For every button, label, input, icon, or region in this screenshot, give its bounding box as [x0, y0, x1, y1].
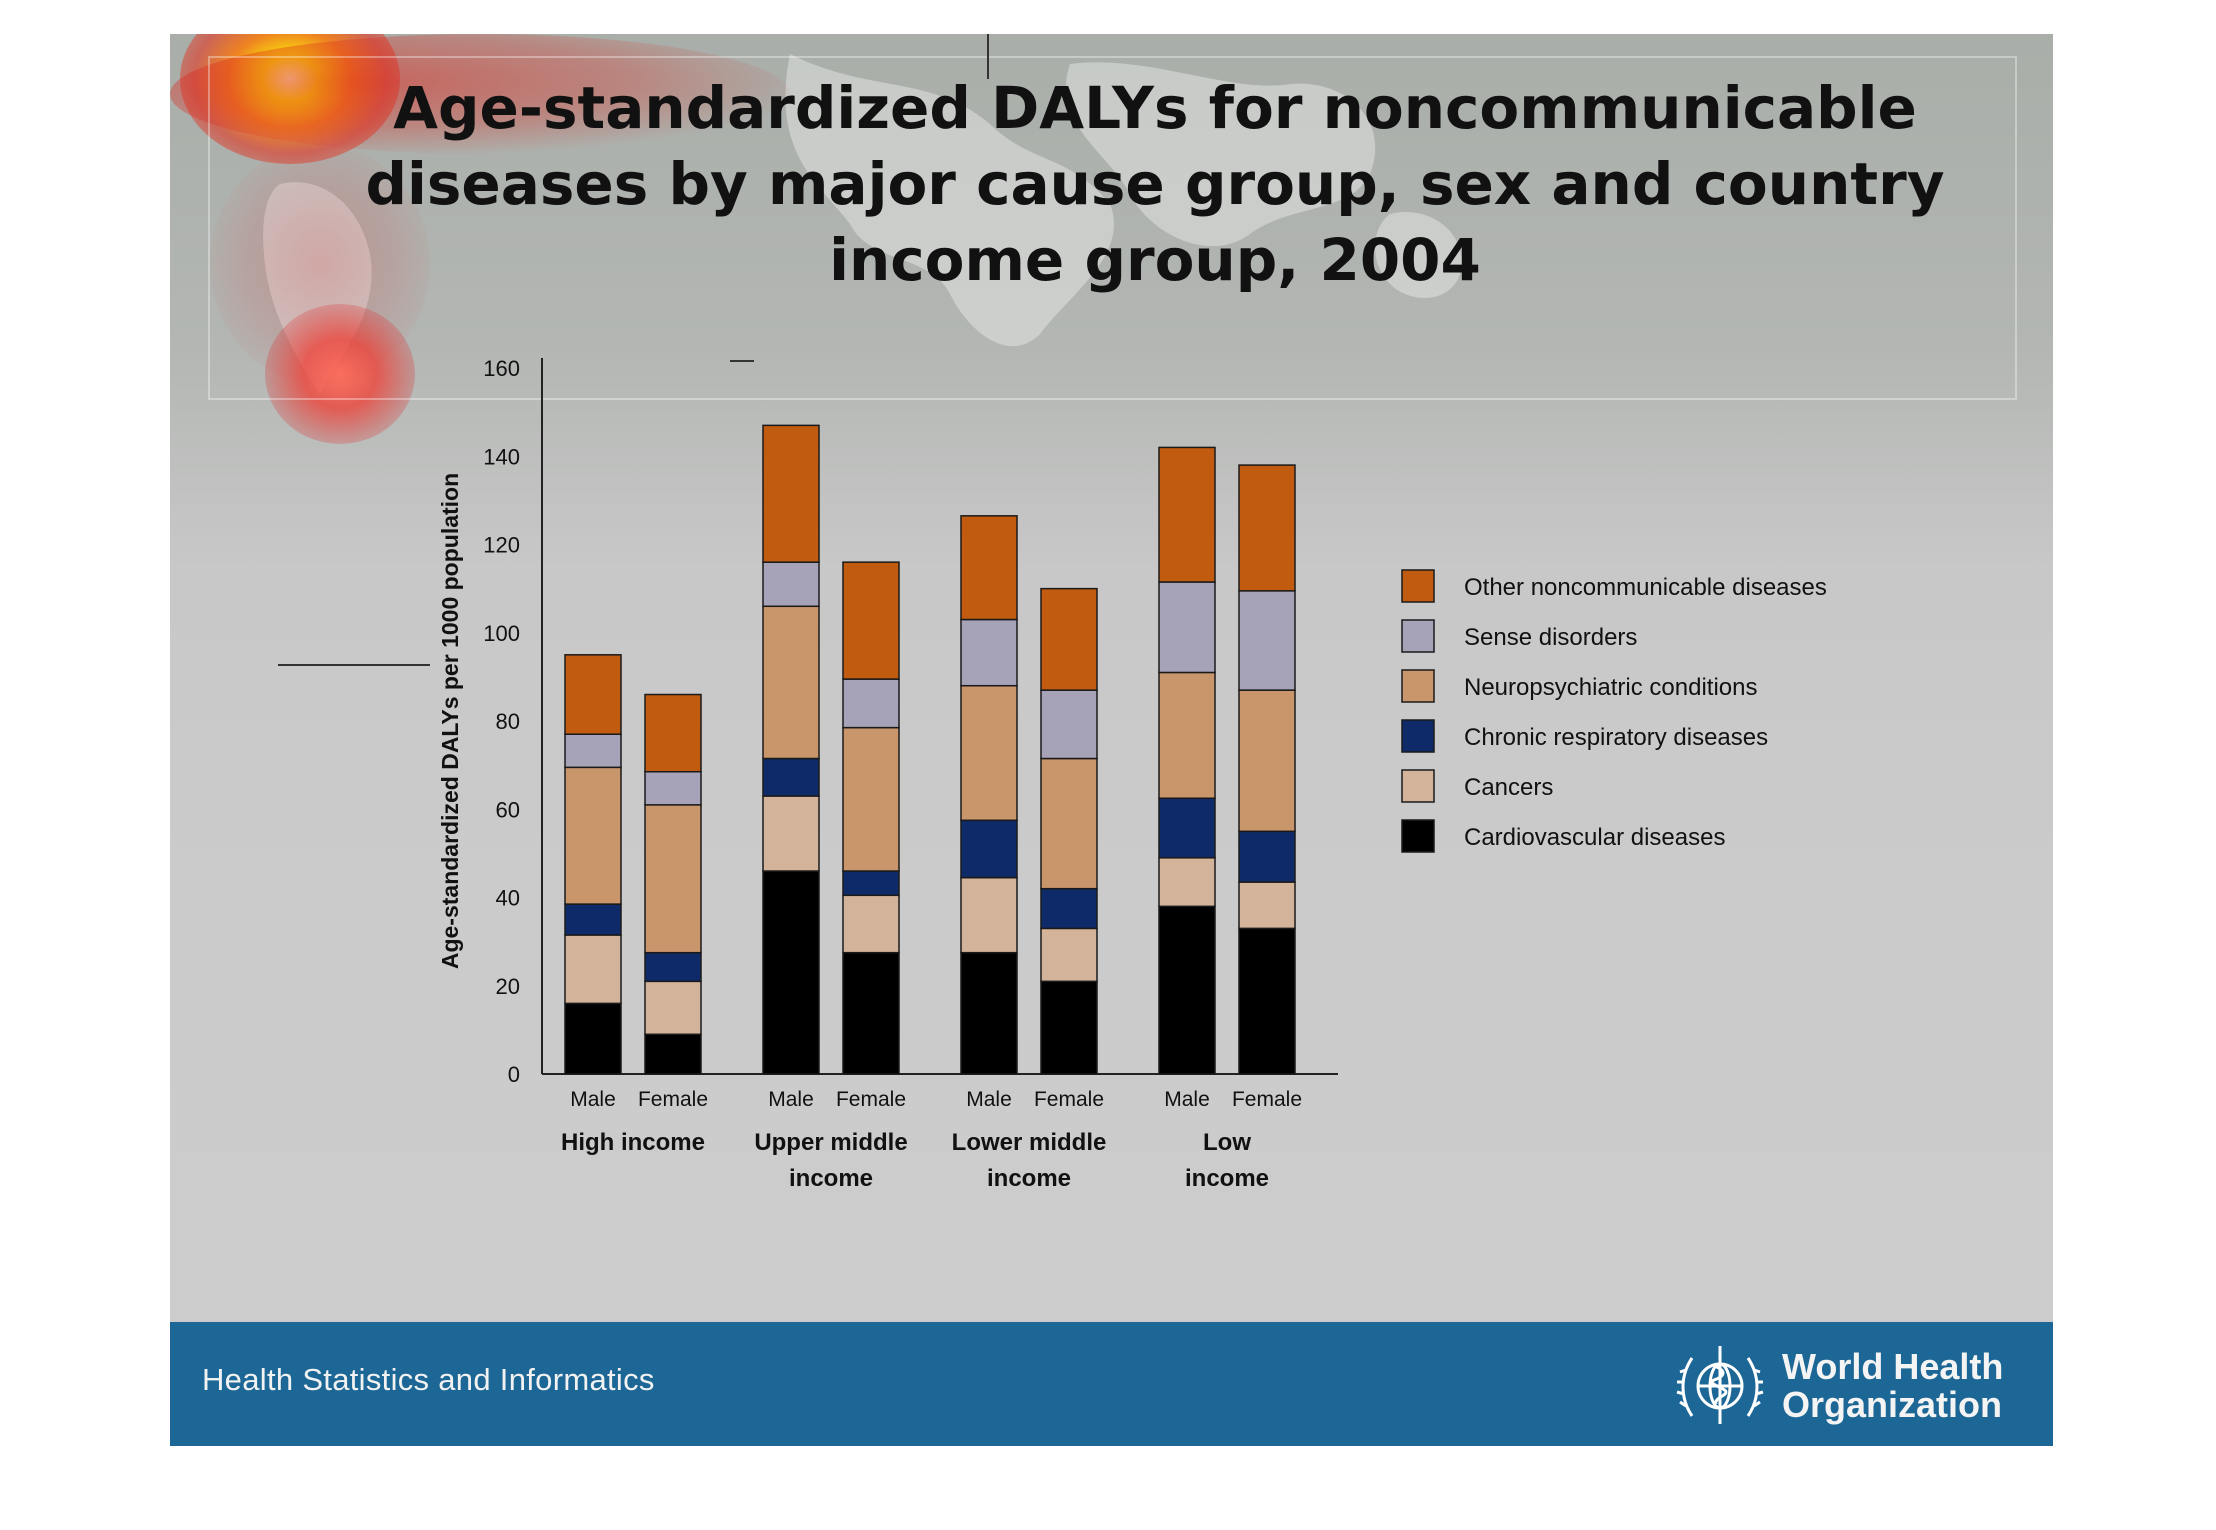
bar-segment-chronic-respiratory-diseases — [1040, 887, 1098, 930]
bar-segment-cardiovascular-diseases — [564, 1002, 622, 1075]
legend-swatch — [1401, 769, 1435, 803]
y-tick-label: 40 — [496, 886, 520, 911]
x-tick-label-sex: Male — [768, 1088, 814, 1111]
bar-segment-other-noncommunicable-diseases — [564, 654, 622, 735]
stacked-bar-chart: 0 20 40 60 80 100 120 140 160 Age-standardized DA… — [437, 356, 1827, 1192]
bar-segment-cancers — [960, 876, 1018, 954]
slide-title: Age-standardized DALYs for noncommunicab… — [365, 74, 1945, 294]
bar-segment-cardiovascular-diseases — [842, 951, 900, 1075]
y-tick-label: 80 — [496, 709, 520, 734]
bar-segment-cardiovascular-diseases — [644, 1033, 702, 1075]
divider-horizontal — [278, 664, 430, 666]
y-tick-label: 100 — [483, 621, 520, 646]
group-label: Low — [1203, 1129, 1251, 1156]
legend-swatch — [1401, 619, 1435, 653]
world-map-background — [263, 54, 1462, 394]
y-tick-label: 0 — [508, 1062, 520, 1087]
bar-segment-cardiovascular-diseases — [1158, 905, 1216, 1075]
bar-segment-sense-disorders — [564, 733, 622, 769]
bar-segment-cardiovascular-diseases — [960, 951, 1018, 1075]
slide: Age-standardized DALYs for noncommunicab… — [170, 34, 2053, 1446]
group-label: Upper middle — [754, 1129, 907, 1156]
y-tick-label: 60 — [496, 797, 520, 822]
bar-segment-chronic-respiratory-diseases — [564, 903, 622, 936]
bar-segment-other-noncommunicable-diseases — [762, 424, 820, 563]
legend-swatch — [1401, 719, 1435, 753]
bar-segment-neuropsychiatric-conditions — [1040, 757, 1098, 890]
who-emblem-icon — [1676, 1346, 1764, 1424]
group-label: income — [789, 1165, 873, 1192]
bar-segment-neuropsychiatric-conditions — [1238, 689, 1296, 833]
legend-label: Other noncommunicable diseases — [1464, 574, 1827, 601]
who-wordmark: World Health Organization — [1782, 1348, 2003, 1424]
bar-segment-other-noncommunicable-diseases — [1238, 464, 1296, 592]
bar-segment-cardiovascular-diseases — [1040, 980, 1098, 1075]
bar-segment-cancers — [842, 894, 900, 954]
bar-segment-sense-disorders — [1158, 581, 1216, 674]
bar-segment-sense-disorders — [1040, 689, 1098, 760]
bar-segment-cancers — [1040, 927, 1098, 983]
y-tick-label: 160 — [483, 356, 520, 381]
y-tick-label: 120 — [483, 533, 520, 558]
legend-label: Cancers — [1464, 774, 1553, 801]
bar-segment-chronic-respiratory-diseases — [762, 757, 820, 797]
group-label: High income — [561, 1129, 705, 1156]
x-tick-label-sex: Female — [1232, 1088, 1302, 1111]
y-tick-label: 20 — [496, 974, 520, 999]
who-name-line1: World Health — [1782, 1346, 2004, 1387]
bar-segment-cancers — [644, 980, 702, 1036]
bar-segment-chronic-respiratory-diseases — [1238, 830, 1296, 883]
legend-label: Chronic respiratory diseases — [1464, 724, 1768, 751]
slide-frame — [208, 56, 2017, 400]
bar-segment-cancers — [1238, 881, 1296, 930]
bar-segment-cancers — [1158, 857, 1216, 908]
divider-vertical — [987, 34, 989, 79]
bar-segment-chronic-respiratory-diseases — [960, 819, 1018, 879]
y-axis-label: Age-standardized DALYs per 1000 populati… — [437, 473, 463, 969]
footer-text: Health Statistics and Informatics — [202, 1362, 655, 1397]
bar-segment-neuropsychiatric-conditions — [762, 605, 820, 760]
legend-swatch — [1401, 569, 1435, 603]
group-label: income — [1185, 1165, 1269, 1192]
bar-segment-cardiovascular-diseases — [762, 870, 820, 1075]
bar-segment-sense-disorders — [762, 561, 820, 608]
bar-segment-sense-disorders — [960, 618, 1018, 687]
bar-segment-other-noncommunicable-diseases — [960, 515, 1018, 621]
bar-segment-other-noncommunicable-diseases — [1158, 446, 1216, 583]
bar-segment-neuropsychiatric-conditions — [1158, 671, 1216, 799]
group-label: Lower middle — [952, 1129, 1107, 1156]
bar-segment-chronic-respiratory-diseases — [644, 951, 702, 983]
legend-swatch — [1401, 669, 1435, 703]
legend-label: Cardiovascular diseases — [1464, 824, 1725, 851]
bar-segment-other-noncommunicable-diseases — [1040, 587, 1098, 691]
bar-segment-other-noncommunicable-diseases — [842, 561, 900, 680]
bar-segment-cancers — [564, 934, 622, 1005]
bar-segment-neuropsychiatric-conditions — [842, 726, 900, 872]
bar-segment-neuropsychiatric-conditions — [564, 766, 622, 905]
bar-segment-sense-disorders — [842, 678, 900, 729]
bar-segment-cancers — [762, 795, 820, 872]
bar-segment-neuropsychiatric-conditions — [960, 684, 1018, 822]
legend-label: Neuropsychiatric conditions — [1464, 674, 1757, 701]
x-tick-label-sex: Female — [836, 1088, 906, 1111]
x-tick-label-sex: Male — [966, 1088, 1012, 1111]
bar-segment-neuropsychiatric-conditions — [644, 804, 702, 954]
legend-swatch — [1401, 819, 1435, 853]
x-tick-label-sex: Female — [638, 1088, 708, 1111]
bar-segment-other-noncommunicable-diseases — [644, 693, 702, 773]
who-name-line2: Organization — [1782, 1384, 2003, 1425]
y-tick-label: 140 — [483, 444, 520, 469]
footer-bar: Health Statistics and Informatics World … — [170, 1322, 2053, 1446]
bar-segment-cardiovascular-diseases — [1238, 927, 1296, 1075]
bar-segment-chronic-respiratory-diseases — [1158, 797, 1216, 859]
bar-segment-sense-disorders — [644, 770, 702, 806]
x-tick-label-sex: Male — [570, 1088, 616, 1111]
dash-mark — [730, 360, 754, 362]
bar-segment-chronic-respiratory-diseases — [842, 870, 900, 897]
bar-segment-sense-disorders — [1238, 590, 1296, 691]
legend-label: Sense disorders — [1464, 624, 1637, 651]
group-label: income — [987, 1165, 1071, 1192]
x-tick-label-sex: Female — [1034, 1088, 1104, 1111]
x-tick-label-sex: Male — [1164, 1088, 1210, 1111]
